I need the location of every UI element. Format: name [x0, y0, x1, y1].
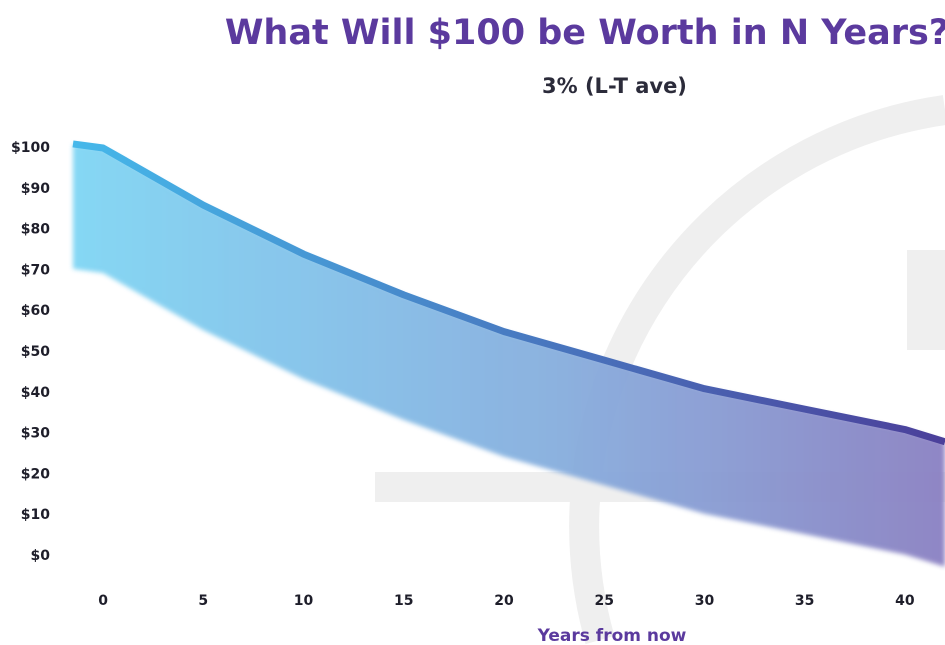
- y-tick-label: $80: [21, 222, 50, 238]
- x-tick-label: 20: [494, 593, 514, 609]
- x-tick-label: 15: [394, 593, 413, 609]
- y-tick-label: $20: [21, 466, 50, 482]
- y-tick-label: $70: [21, 262, 50, 278]
- y-tick-label: $30: [21, 426, 50, 442]
- x-tick-label: 35: [795, 593, 814, 609]
- y-tick-label: $100: [11, 140, 50, 156]
- plot: $0 $10 $20 $30 $40 $50 $60 $70 $80 $90 $100 0 5 10 15 2…: [11, 140, 945, 609]
- x-axis-label: Years from now: [537, 626, 687, 645]
- x-tick-label: 30: [695, 593, 715, 609]
- y-tick-label: $40: [21, 385, 50, 401]
- y-tick-label: $10: [21, 507, 50, 523]
- legend-label: 3% (L-T ave): [542, 74, 687, 98]
- x-tick-label: 0: [98, 593, 108, 609]
- x-tick-label: 10: [294, 593, 314, 609]
- y-tick-label: $50: [21, 344, 50, 360]
- x-tick-label: 40: [895, 593, 915, 609]
- chart-title: What Will $100 be Worth in N Years?: [225, 13, 945, 53]
- y-tick-label: $60: [21, 303, 50, 319]
- y-tick-label: $90: [21, 181, 50, 197]
- y-tick-label: $0: [31, 548, 51, 564]
- series-line: [72, 140, 945, 446]
- x-tick-label: 5: [198, 593, 208, 609]
- x-tick-label: 25: [594, 593, 613, 609]
